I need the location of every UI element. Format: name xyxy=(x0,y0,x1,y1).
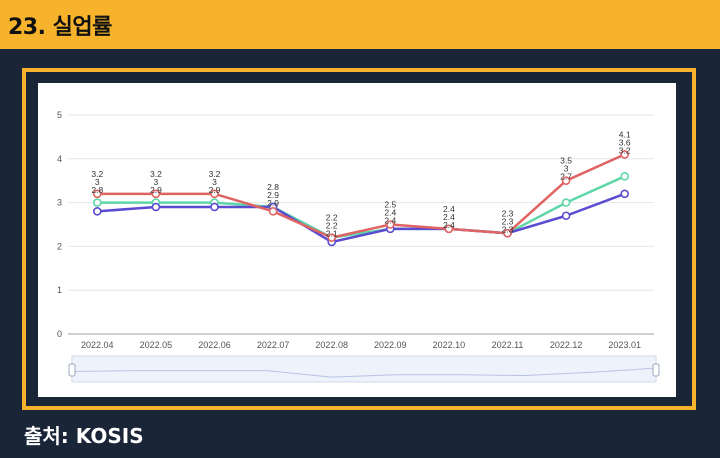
series-line xyxy=(97,192,626,244)
range-handle-left[interactable] xyxy=(68,363,76,377)
x-tick-label: 2022.05 xyxy=(140,340,173,350)
x-tick-label: 2022.06 xyxy=(198,340,231,350)
data-label: 2.2 xyxy=(326,213,338,223)
y-tick-label: 1 xyxy=(57,285,62,295)
data-label: 3.2 xyxy=(619,145,631,155)
data-label: 4.1 xyxy=(619,129,631,139)
data-label: 2.4 xyxy=(384,208,396,218)
data-point xyxy=(561,198,571,207)
data-label: 2.8 xyxy=(91,185,103,195)
data-label: 2.4 xyxy=(384,216,396,226)
data-label: 3 xyxy=(95,177,100,187)
data-label: 2.5 xyxy=(384,200,396,210)
x-tick-label: 2022.09 xyxy=(374,340,407,350)
data-label: 3 xyxy=(212,177,217,187)
data-point xyxy=(92,198,102,207)
data-label: 2.9 xyxy=(209,185,221,195)
data-label: 2.3 xyxy=(502,208,514,218)
data-point xyxy=(268,207,278,216)
data-point xyxy=(385,220,395,229)
data-label: 2.9 xyxy=(267,198,279,208)
y-tick-label: 4 xyxy=(57,154,62,164)
data-point xyxy=(210,189,219,199)
y-tick-label: 0 xyxy=(57,329,62,339)
data-label: 2.4 xyxy=(443,220,455,230)
data-label: 2.7 xyxy=(560,172,572,182)
data-label: 2.8 xyxy=(267,182,279,192)
y-tick-label: 5 xyxy=(57,110,62,120)
data-label: 2.1 xyxy=(326,229,338,239)
data-label: 3 xyxy=(154,177,159,187)
source-label: 출처: KOSIS xyxy=(24,424,144,448)
x-tick-label: 2022.10 xyxy=(433,340,466,350)
header-bar: 23. 실업률 xyxy=(0,0,720,49)
data-label: 2.4 xyxy=(443,204,455,214)
data-point xyxy=(92,207,102,216)
data-label: 2.3 xyxy=(502,216,514,226)
x-tick-label: 2022.08 xyxy=(315,340,348,350)
data-point xyxy=(620,172,630,181)
data-label: 2.9 xyxy=(150,185,162,195)
data-point xyxy=(210,202,219,212)
data-label: 2.3 xyxy=(502,224,514,234)
page-title: 23. 실업률 xyxy=(8,15,112,40)
data-point xyxy=(444,224,454,234)
x-tick-label: 2022.04 xyxy=(81,340,114,350)
data-label: 3.2 xyxy=(91,169,103,179)
data-point xyxy=(561,211,571,221)
line-chart: 0 1 2 3 4 5 2022.04 2022.05 2022.06 2022.07 2022.0… xyxy=(57,110,660,383)
x-tick-label: 2022.07 xyxy=(257,340,290,350)
data-point xyxy=(92,189,102,199)
data-label: 3 xyxy=(564,164,569,174)
data-point xyxy=(503,228,512,238)
data-point xyxy=(561,176,571,185)
range-slider xyxy=(71,355,657,383)
data-point xyxy=(620,189,630,199)
data-label: 2.4 xyxy=(443,212,455,222)
data-point xyxy=(327,233,337,242)
x-tick-label: 2023.01 xyxy=(608,340,641,350)
y-tick-label: 2 xyxy=(57,241,62,251)
series-line xyxy=(97,175,626,239)
data-label: 2.9 xyxy=(267,190,279,200)
data-label: 3.2 xyxy=(150,169,162,179)
range-handle-right[interactable] xyxy=(652,363,660,377)
series-line xyxy=(97,153,626,239)
data-label: 3.2 xyxy=(209,169,221,179)
data-label: 2.2 xyxy=(326,221,338,231)
data-label: 3.5 xyxy=(560,156,572,166)
y-tick-label: 3 xyxy=(57,198,62,208)
data-label: 3.6 xyxy=(619,137,631,147)
range-slider-preview xyxy=(71,367,657,378)
x-tick-label: 2022.12 xyxy=(550,340,583,350)
data-point xyxy=(151,202,161,212)
data-point xyxy=(151,189,161,199)
data-point xyxy=(620,150,630,159)
x-tick-label: 2022.11 xyxy=(492,340,524,350)
chart-panel: 0 1 2 3 4 5 2022.04 2022.05 2022.06 2022.07 2022.0… xyxy=(38,83,676,397)
